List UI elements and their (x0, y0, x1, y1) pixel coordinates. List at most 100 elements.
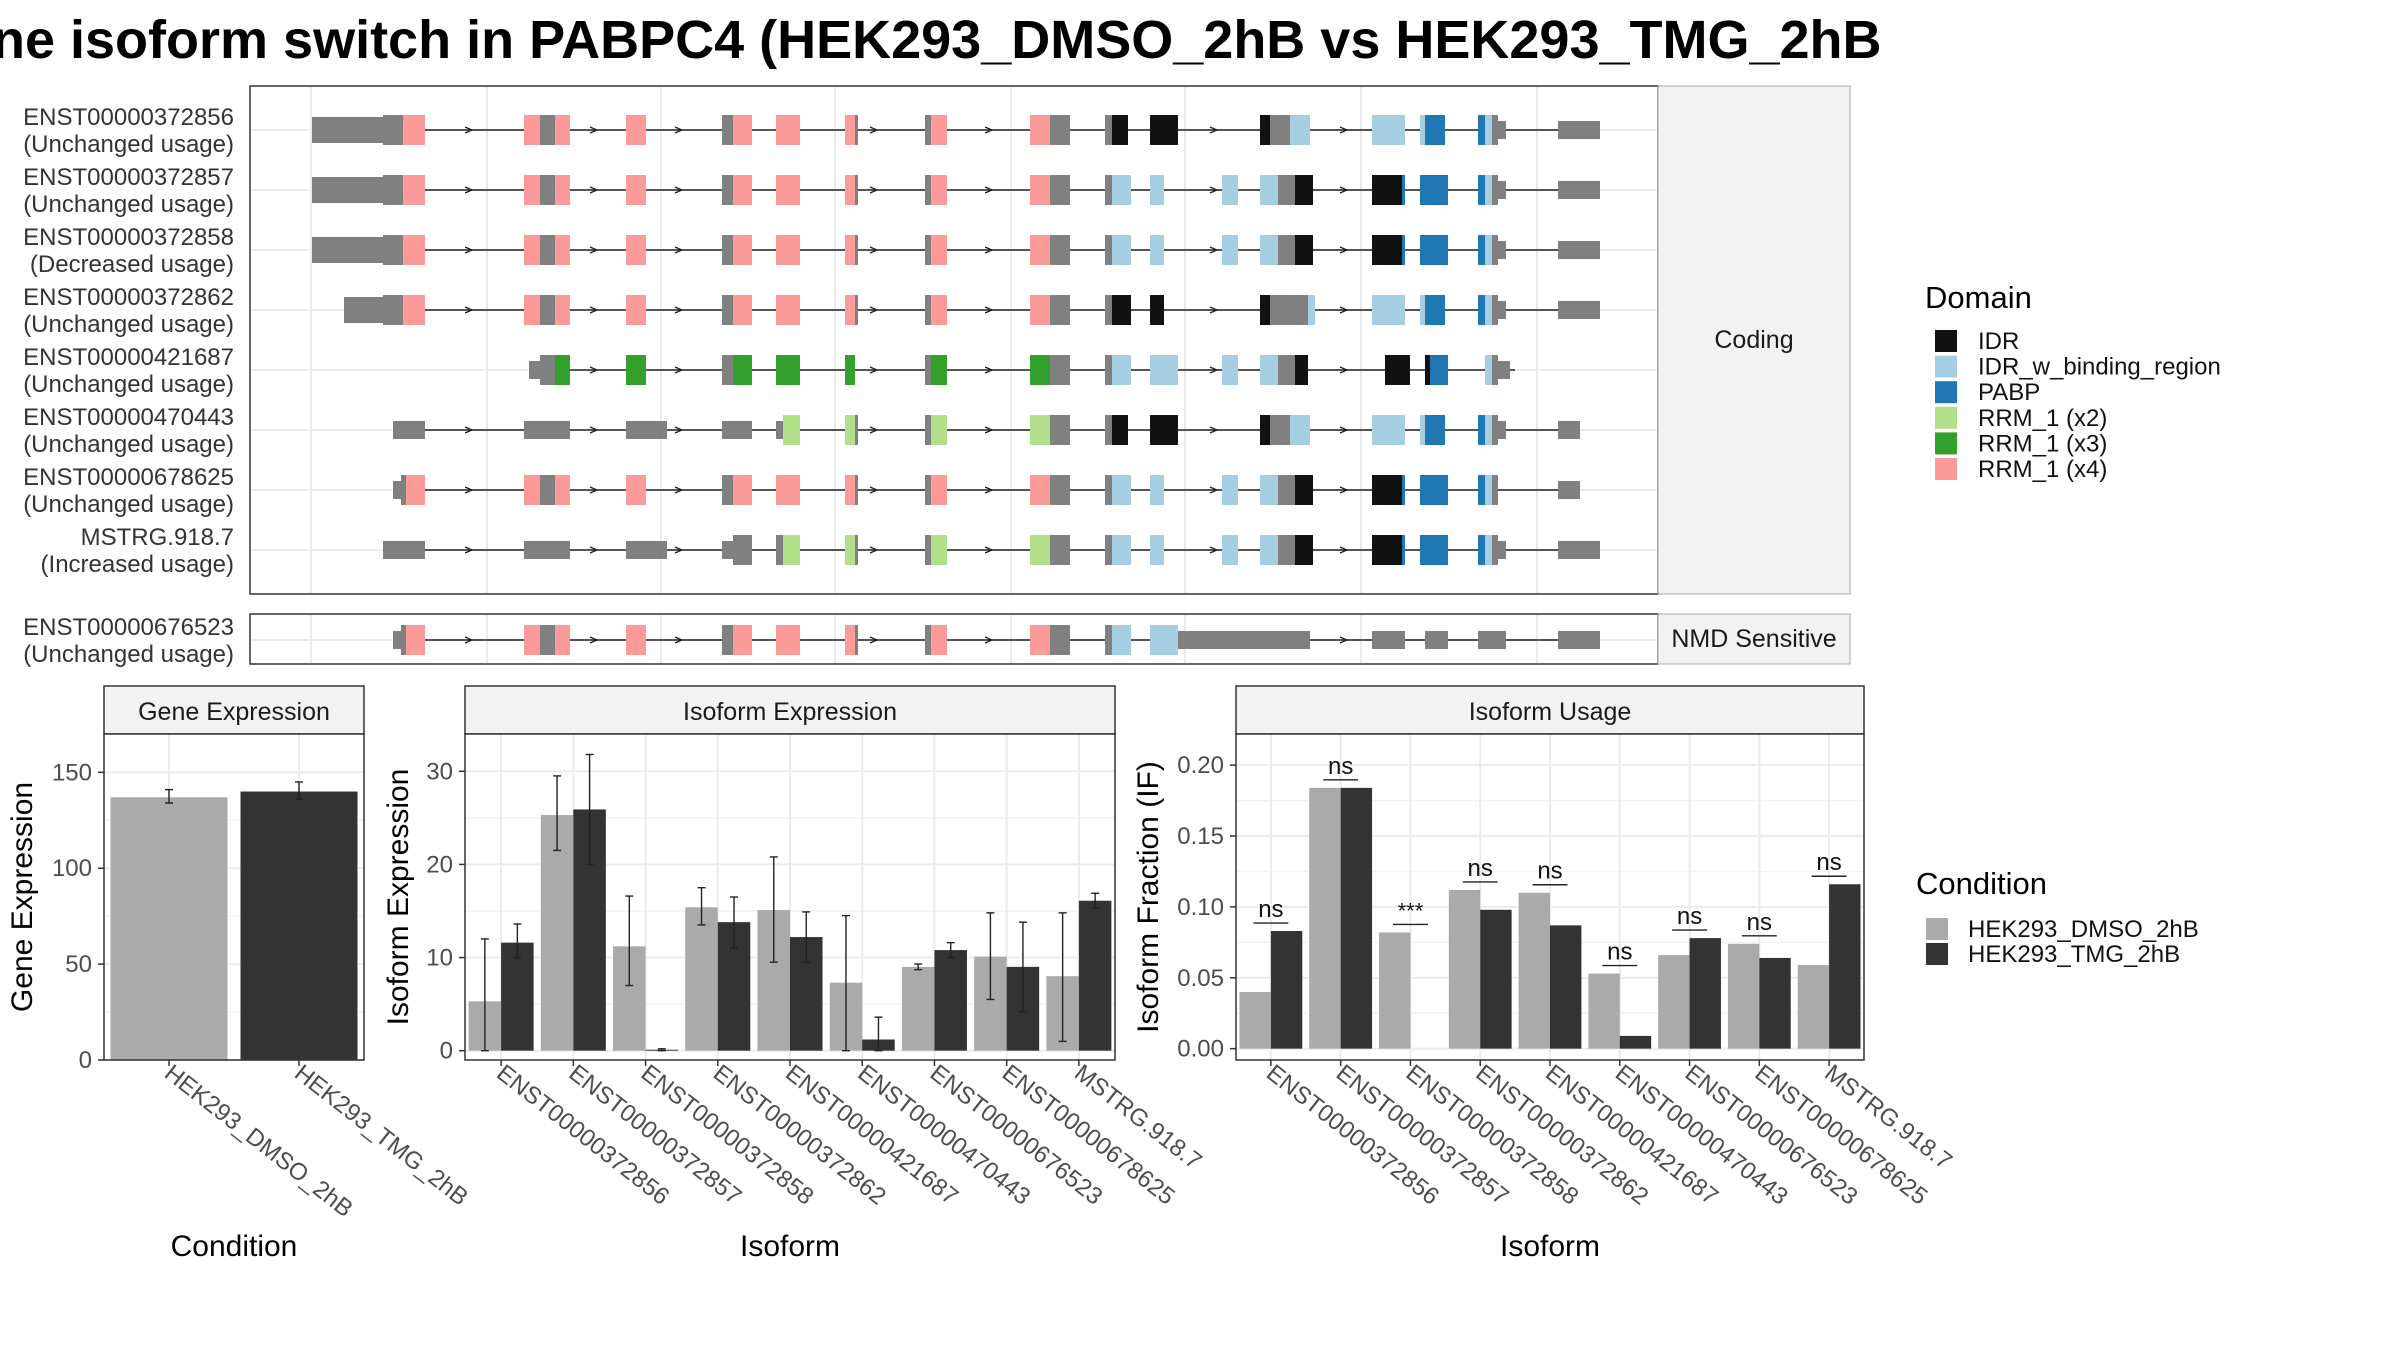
exon-block (1270, 115, 1290, 145)
exon-block (626, 541, 667, 559)
exon-block (931, 235, 947, 265)
exon-block (1150, 535, 1164, 565)
exon-block (524, 475, 540, 505)
significance-label: ns (1607, 939, 1632, 966)
coding-panel-bg (249, 85, 1659, 595)
exon-block (1425, 115, 1445, 145)
facet-title: Gene Expression (138, 698, 330, 726)
strand-arrow (589, 486, 599, 494)
exon-block (855, 295, 858, 325)
strand-arrow (589, 306, 599, 314)
y-axis-label: Isoform Fraction (IF) (1132, 761, 1165, 1033)
exon-block (1105, 625, 1112, 655)
exon-block (1558, 301, 1600, 319)
exon-block (776, 295, 800, 325)
exon-block (925, 295, 931, 325)
transcript-usage: (Unchanged usage) (23, 431, 234, 458)
exon-block (626, 625, 646, 655)
exon-block (1498, 181, 1506, 199)
exon-block (733, 625, 752, 655)
exon-block (1492, 175, 1498, 205)
strand-arrow (869, 246, 879, 254)
exon-block (1105, 175, 1112, 205)
exon-block (1420, 175, 1448, 205)
exon-block (1420, 115, 1425, 145)
exon-block (1112, 295, 1131, 325)
strand-arrow (464, 486, 474, 494)
x-axis-label: Isoform (740, 1230, 840, 1263)
exon-block (1150, 115, 1178, 145)
strand-arrow (869, 126, 879, 134)
exon-block (1112, 355, 1131, 385)
exon-block (733, 475, 752, 505)
significance-label: ns (1468, 855, 1493, 882)
exon-block (1492, 415, 1498, 445)
strand-arrow (464, 306, 474, 314)
exon-block (1030, 295, 1050, 325)
significance-label: *** (1398, 898, 1424, 923)
exon-block (1260, 535, 1278, 565)
transcript-usage: (Unchanged usage) (23, 191, 234, 218)
exon-block (1150, 415, 1178, 445)
strand-arrow (984, 426, 994, 434)
y-tick-label: 0.00 (1177, 1036, 1224, 1063)
exon-block (555, 175, 570, 205)
exon-block (1492, 295, 1498, 325)
exon-block (1278, 475, 1295, 505)
exon-block (383, 295, 403, 325)
facet-strip (464, 685, 1116, 735)
exon-block (1112, 175, 1131, 205)
exon-block (733, 535, 752, 565)
strand-arrow (984, 546, 994, 554)
strand-arrow (674, 486, 684, 494)
exon-block (855, 475, 858, 505)
exon-block (1222, 235, 1238, 265)
exon-block (845, 295, 855, 325)
exon-block (925, 175, 931, 205)
exon-block (1260, 115, 1270, 145)
domain-legend-label: RRM_1 (x3) (1978, 430, 2107, 457)
exon-block (925, 475, 931, 505)
strand-arrow (984, 366, 994, 374)
bar (1379, 932, 1411, 1049)
exon-block (1485, 235, 1492, 265)
exon-block (1105, 475, 1112, 505)
exon-block (1558, 481, 1580, 499)
strand-arrow (1209, 366, 1219, 374)
exon-block (1558, 421, 1580, 439)
exon-block (540, 115, 555, 145)
exon-block (1492, 355, 1498, 385)
exon-block (1558, 241, 1600, 259)
exon-block (1485, 535, 1492, 565)
exon-block (931, 115, 947, 145)
transcript-usage: (Unchanged usage) (23, 371, 234, 398)
domain-legend-title: Domain (1925, 280, 2032, 315)
exon-block (1150, 295, 1164, 325)
exon-block (1050, 235, 1070, 265)
exon-block (855, 535, 858, 565)
exon-block (931, 355, 947, 385)
y-tick-label: 0.20 (1177, 752, 1224, 779)
exon-block (1112, 415, 1128, 445)
strand-arrow (674, 126, 684, 134)
exon-block (540, 355, 555, 385)
exon-block (626, 175, 646, 205)
exon-block (722, 235, 733, 265)
exon-block (1498, 361, 1510, 379)
bar (501, 942, 534, 1051)
coding-strip (1657, 85, 1851, 595)
exon-block (1150, 475, 1164, 505)
exon-block (1498, 421, 1506, 439)
domain-legend-label: IDR (1978, 328, 2019, 355)
exon-block (1050, 415, 1070, 445)
bar (1340, 787, 1373, 1049)
y-tick-label: 30 (426, 758, 453, 785)
exon-block (312, 117, 383, 143)
bar (1619, 1035, 1652, 1049)
strand-arrow (589, 366, 599, 374)
exon-block (1050, 295, 1070, 325)
exon-block (845, 175, 855, 205)
exon-block (524, 541, 570, 559)
domain-legend-label: RRM_1 (x2) (1978, 405, 2107, 432)
exon-block (1492, 115, 1498, 145)
